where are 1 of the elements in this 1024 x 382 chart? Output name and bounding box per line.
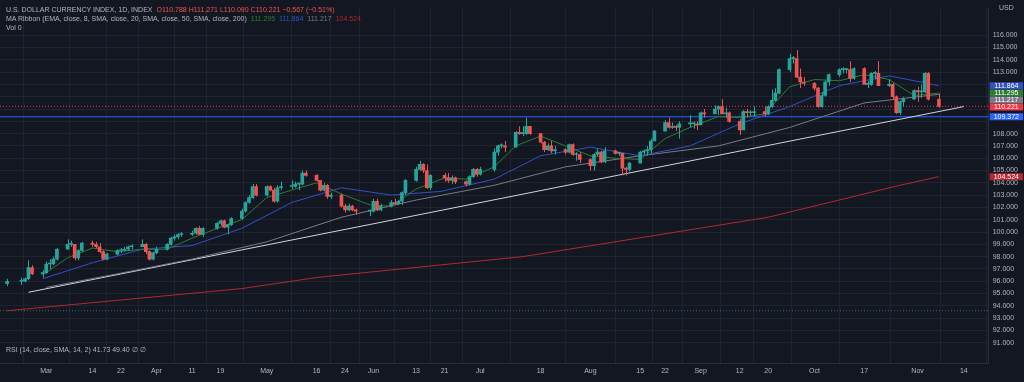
candlestick: [816, 86, 820, 109]
